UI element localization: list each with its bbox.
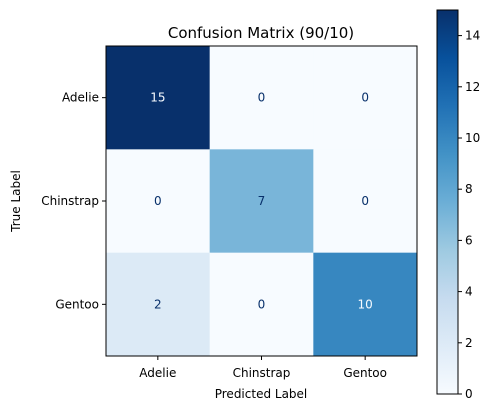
cell-value-label: 15: [150, 91, 165, 105]
colorbar-tick-label: 14: [465, 29, 480, 43]
x-tick-label: Chinstrap: [233, 366, 291, 380]
y-axis-label: True Label: [9, 170, 23, 233]
heatmap-cell: [106, 252, 211, 357]
colorbar-tick-label: 12: [465, 80, 480, 94]
heatmap-cell: [209, 252, 314, 357]
heatmap-cell: [313, 149, 418, 254]
y-tick-label: Gentoo: [55, 297, 99, 311]
heatmap-cell: [209, 46, 314, 150]
y-tick-label: Adelie: [62, 91, 99, 105]
heatmap-cell: [209, 149, 314, 254]
cell-value-label: 0: [361, 194, 369, 208]
colorbar-tick-label: 2: [465, 336, 473, 350]
colorbar-tick-label: 6: [465, 233, 473, 247]
cell-value-label: 0: [361, 91, 369, 105]
cell-value-label: 2: [154, 297, 162, 311]
cell-value-label: 10: [358, 297, 373, 311]
colorbar-tick-label: 8: [465, 182, 473, 196]
cell-value-label: 0: [154, 194, 162, 208]
colorbar-tick-label: 0: [465, 387, 473, 401]
colorbar-tick-label: 10: [465, 131, 480, 145]
chart-title: Confusion Matrix (90/10): [168, 24, 354, 42]
heatmap-cell: [313, 46, 418, 150]
x-tick-label: Adelie: [139, 366, 176, 380]
cell-value-label: 0: [258, 91, 266, 105]
y-axis-ticks: Adelie Chinstrap Gentoo: [41, 91, 106, 311]
colorbar-tick-label: 4: [465, 285, 473, 299]
colorbar: [436, 9, 459, 395]
heatmap-cell: [106, 46, 211, 150]
y-tick-label: Chinstrap: [41, 194, 99, 208]
heatmap-cells: 15 0 0 0 7 0 2 0 10: [106, 46, 418, 357]
colorbar-ticks: 0 2 4 6 8 10 12 14: [458, 29, 480, 401]
cell-value-label: 7: [258, 194, 266, 208]
heatmap-cell: [313, 252, 418, 357]
cell-value-label: 0: [258, 297, 266, 311]
x-axis-ticks: Adelie Chinstrap Gentoo: [139, 356, 387, 380]
heatmap-cell: [106, 149, 211, 254]
x-tick-label: Gentoo: [343, 366, 387, 380]
x-axis-label: Predicted Label: [215, 387, 308, 401]
